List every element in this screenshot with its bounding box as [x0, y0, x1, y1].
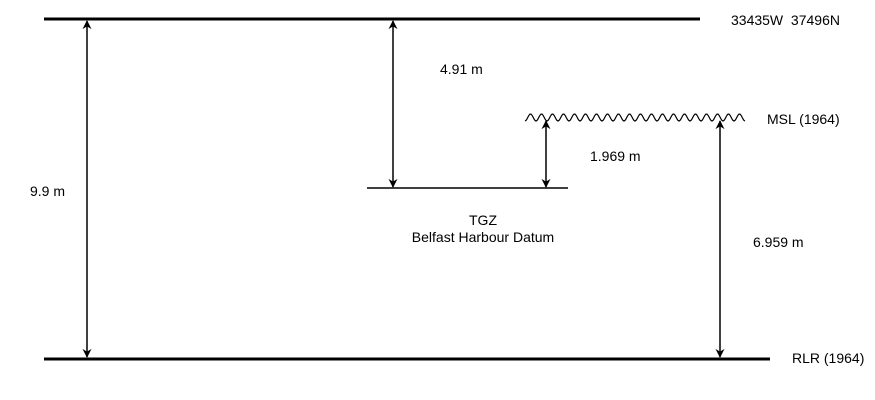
msl-wavy-line	[524, 113, 746, 122]
msl-label: MSL (1964)	[767, 111, 840, 127]
coordinates-label: 33435W 37496N	[731, 12, 840, 28]
distance-total-label: 9.9 m	[30, 183, 66, 199]
distance-top-tgz-label: 4.91 m	[440, 61, 483, 77]
tgz-label: TGZ	[469, 212, 497, 228]
distance-tgz-msl-label: 1.969 m	[590, 148, 641, 164]
datum-name-label: Belfast Harbour Datum	[411, 229, 555, 245]
distance-msl-rlr-label: 6.959 m	[753, 234, 804, 250]
rlr-label: RLR (1964)	[792, 350, 865, 366]
